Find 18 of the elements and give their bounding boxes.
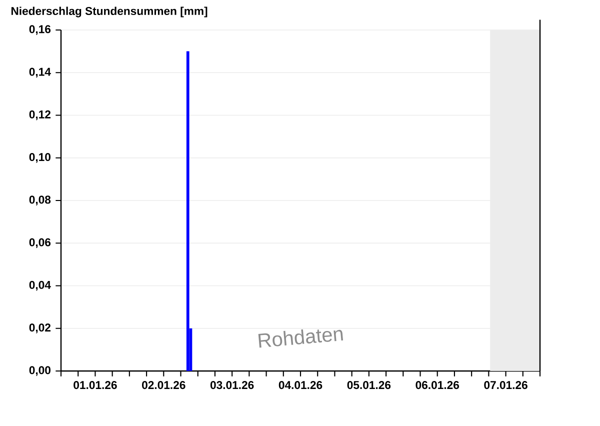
x-tick-label: 06.01.26 bbox=[416, 381, 460, 390]
y-tick-label: 0,10 bbox=[29, 153, 50, 163]
x-tick-label: 01.01.26 bbox=[74, 381, 117, 390]
x-tick-label: 05.01.26 bbox=[347, 381, 391, 390]
x-tick-label: 07.01.26 bbox=[484, 381, 528, 390]
y-tick-label: 0,02 bbox=[29, 324, 51, 334]
x-tick-label: 02.01.26 bbox=[142, 381, 186, 390]
y-tick-label: 0,06 bbox=[29, 238, 51, 248]
y-tick-label: 0,12 bbox=[29, 110, 51, 120]
chart-title: Niederschlag Stundensummen [mm] bbox=[11, 6, 208, 18]
annotation: Rohdaten bbox=[258, 329, 344, 348]
y-tick-label: 0,00 bbox=[29, 366, 50, 376]
y-tick-label: 0,16 bbox=[29, 25, 51, 35]
x-tick-label: 03.01.26 bbox=[210, 381, 254, 390]
y-tick-label: 0,14 bbox=[29, 68, 51, 78]
x-tick-label: 04.01.26 bbox=[278, 381, 322, 390]
y-tick-label: 0,08 bbox=[29, 196, 51, 206]
y-tick-label: 0,04 bbox=[29, 280, 51, 291]
